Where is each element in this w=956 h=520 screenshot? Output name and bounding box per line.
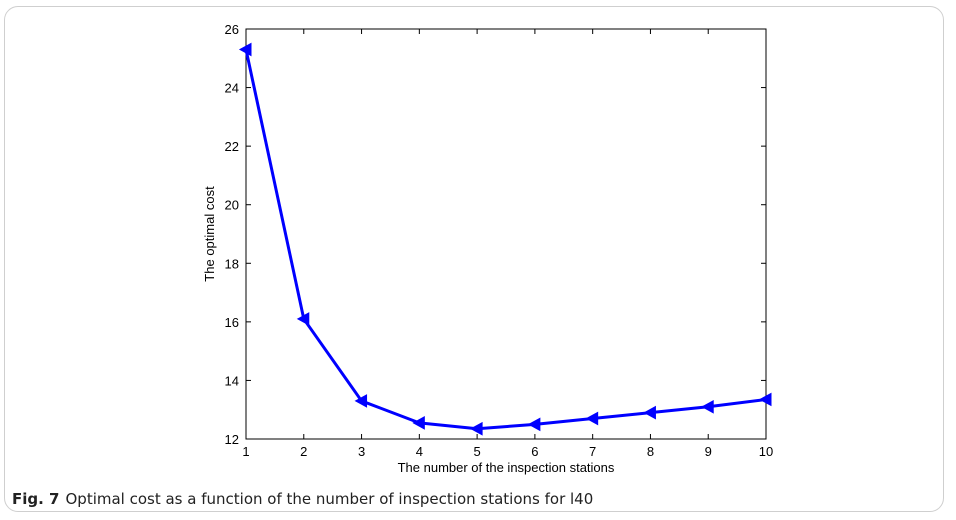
figure-label: Fig. 7 bbox=[12, 490, 60, 508]
y-tick-label: 22 bbox=[225, 139, 239, 154]
y-axis-label: The optimal cost bbox=[202, 186, 217, 282]
y-tick-label: 18 bbox=[225, 256, 239, 271]
x-tick-label: 1 bbox=[242, 444, 249, 459]
y-tick-label: 20 bbox=[225, 198, 239, 213]
x-tick-label: 7 bbox=[589, 444, 596, 459]
x-tick-label: 3 bbox=[358, 444, 365, 459]
figure-frame bbox=[4, 6, 944, 512]
figure-caption: Fig. 7 Optimal cost as a function of the … bbox=[12, 490, 593, 508]
x-tick-label: 4 bbox=[416, 444, 423, 459]
data-point bbox=[412, 416, 425, 430]
x-axis-label: The number of the inspection stations bbox=[398, 460, 615, 475]
data-point bbox=[643, 405, 656, 420]
series-layer bbox=[238, 42, 772, 436]
data-point bbox=[701, 399, 714, 414]
x-tick-label: 10 bbox=[759, 444, 773, 459]
data-point bbox=[585, 411, 599, 426]
y-tick-label: 14 bbox=[225, 373, 239, 388]
y-tick-label: 26 bbox=[225, 22, 239, 37]
series-line bbox=[244, 49, 767, 431]
x-tick-label: 9 bbox=[705, 444, 712, 459]
y-tick-label: 16 bbox=[225, 315, 239, 330]
caption-text: Optimal cost as a function of the number… bbox=[65, 490, 594, 508]
data-point bbox=[527, 417, 541, 432]
x-tick-label: 6 bbox=[531, 444, 538, 459]
data-point bbox=[354, 394, 368, 408]
data-point bbox=[296, 312, 310, 326]
data-point bbox=[758, 392, 772, 407]
plot-area bbox=[245, 28, 767, 440]
x-tick-label: 8 bbox=[647, 444, 654, 459]
y-tick-label: 12 bbox=[225, 432, 239, 447]
data-point bbox=[238, 42, 252, 57]
y-tick-label: 24 bbox=[225, 81, 239, 96]
data-point bbox=[470, 421, 483, 436]
x-tick-label: 2 bbox=[300, 444, 307, 459]
x-tick-label: 5 bbox=[473, 444, 480, 459]
